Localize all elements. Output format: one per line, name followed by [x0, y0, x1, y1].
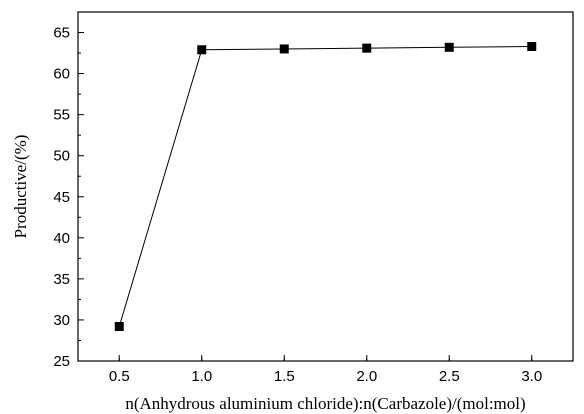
x-tick-label: 2.0 [356, 368, 377, 385]
y-tick-label: 45 [53, 189, 70, 206]
tick-marks [78, 32, 533, 362]
x-tick-label: 1.5 [274, 368, 295, 385]
plot-frame [77, 11, 574, 362]
y-tick-label: 40 [53, 230, 70, 247]
tick-labels: 0.5 1.0 1.5 2.0 2.5 3.0 25 30 35 40 45 50 55 60 65 [53, 25, 542, 385]
x-tick-label: 2.5 [439, 368, 460, 385]
series-line [118, 45, 532, 327]
x-tick-label: 3.0 [521, 368, 542, 385]
x-axis-label: n(Anhydrous aluminium chloride):n(Carbaz… [125, 394, 525, 413]
series-group [114, 41, 537, 332]
x-tick-label: 0.5 [109, 368, 130, 385]
data-point-marker [527, 41, 537, 51]
data-point-marker [279, 44, 289, 54]
data-point-marker [197, 45, 207, 55]
y-tick-label: 60 [53, 66, 70, 83]
x-tick-label: 1.0 [191, 368, 212, 385]
data-point-marker [444, 42, 454, 52]
axes [77, 11, 574, 362]
data-point-marker [362, 43, 372, 53]
y-tick-label: 35 [53, 271, 70, 288]
y-tick-label: 30 [53, 312, 70, 329]
y-axis-label: Productive/(%) [11, 135, 30, 239]
data-point-marker [114, 322, 124, 332]
y-tick-label: 25 [53, 353, 70, 370]
y-tick-label: 50 [53, 148, 70, 165]
y-tick-label: 65 [53, 25, 70, 42]
y-tick-label: 55 [53, 107, 70, 124]
